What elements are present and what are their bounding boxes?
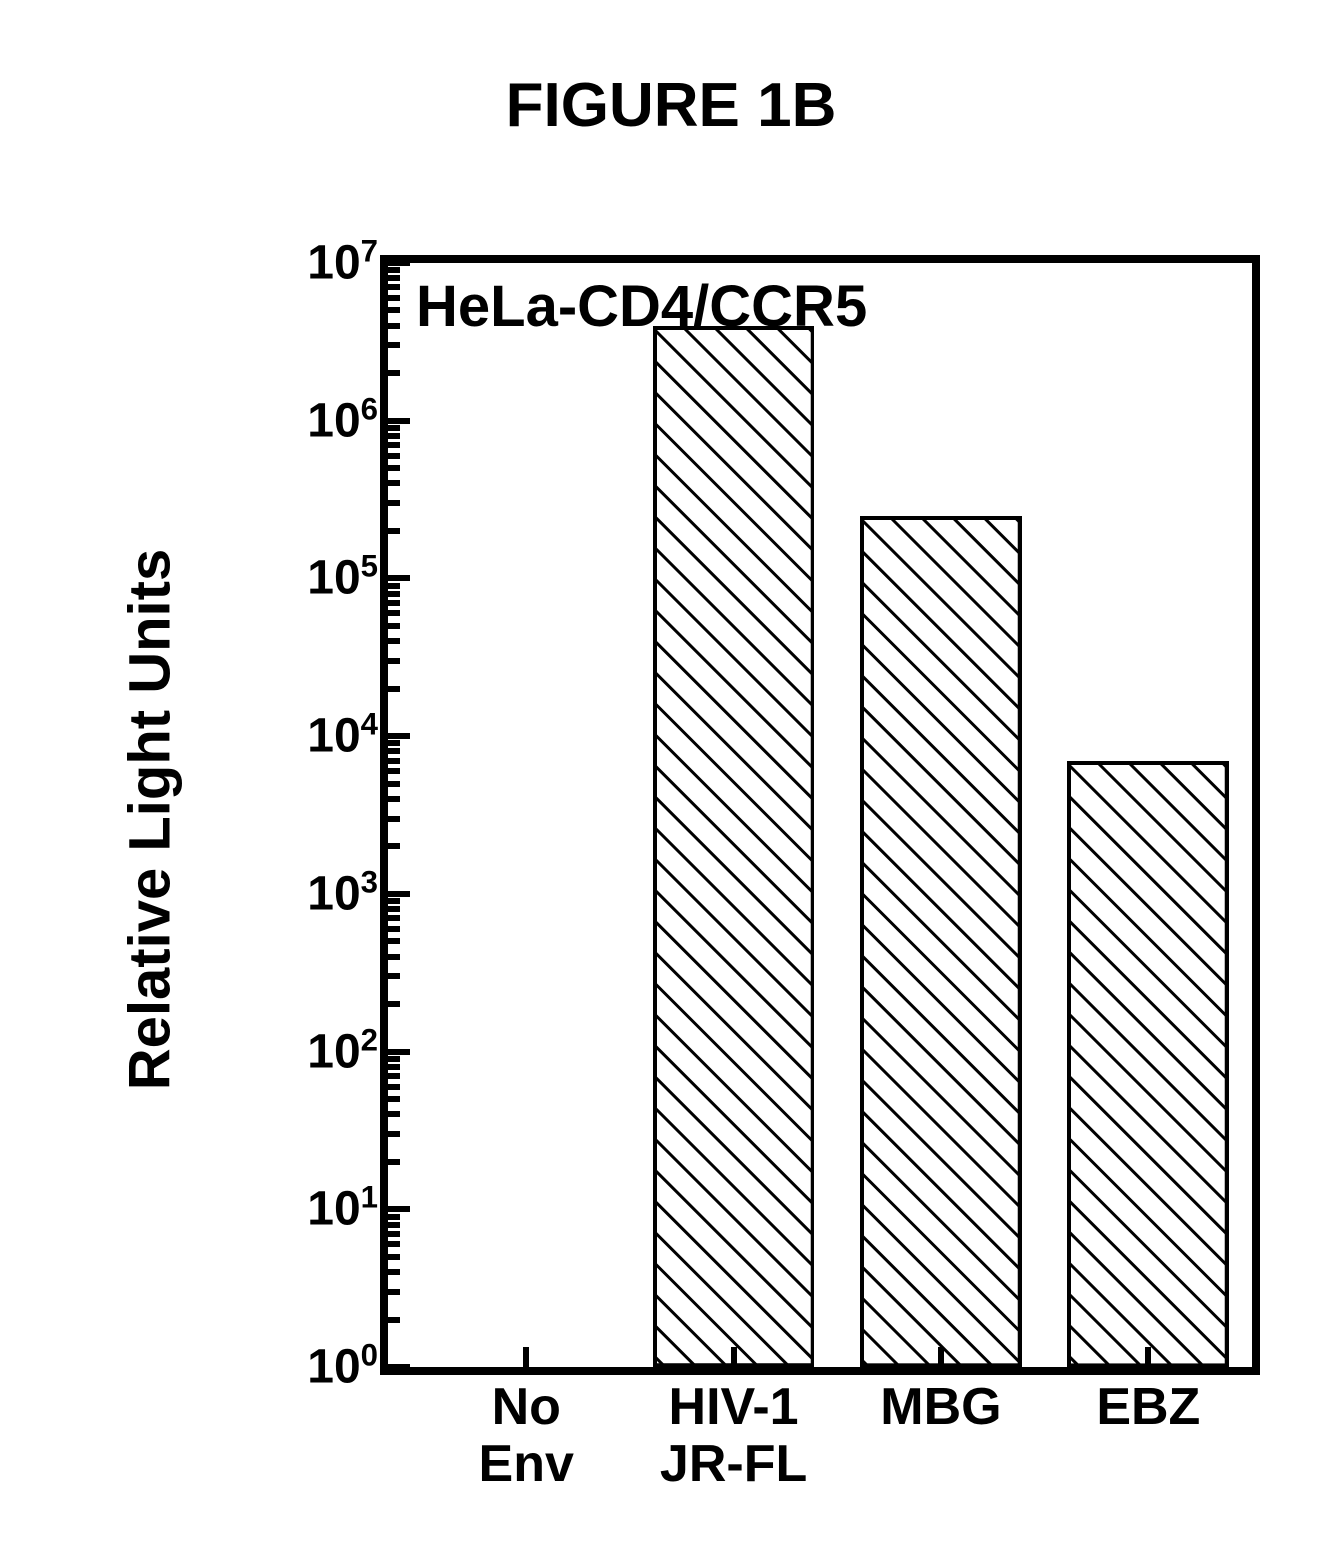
y-tick-label: 105	[307, 551, 388, 606]
y-minor-tick	[388, 1254, 400, 1260]
y-minor-tick	[388, 433, 400, 439]
y-minor-tick	[388, 295, 400, 301]
y-minor-tick	[388, 600, 400, 606]
y-minor-tick	[388, 453, 400, 459]
y-tick-label: 101	[307, 1182, 388, 1237]
x-tick	[523, 1347, 529, 1367]
y-major-tick	[388, 1049, 410, 1055]
y-minor-tick	[388, 1056, 400, 1062]
y-minor-tick	[388, 1241, 400, 1247]
y-minor-tick	[388, 267, 400, 273]
y-minor-tick	[388, 638, 400, 644]
y-minor-tick	[388, 781, 400, 787]
y-tick-label: 100	[307, 1340, 388, 1395]
x-tick	[1145, 1347, 1151, 1367]
y-minor-tick	[388, 528, 400, 534]
y-major-tick	[388, 260, 410, 266]
y-minor-tick	[388, 623, 400, 629]
y-minor-tick	[388, 284, 400, 290]
y-minor-tick	[388, 843, 400, 849]
y-major-tick	[388, 891, 410, 897]
y-major-tick	[388, 575, 410, 581]
y-minor-tick	[388, 1317, 400, 1323]
y-minor-tick	[388, 425, 400, 431]
y-minor-tick	[388, 906, 400, 912]
x-tick-label: EBZ	[1096, 1367, 1200, 1436]
y-minor-tick	[388, 938, 400, 944]
y-minor-tick	[388, 591, 400, 597]
bar	[1067, 761, 1229, 1367]
y-minor-tick	[388, 1214, 400, 1220]
y-minor-tick	[388, 1289, 400, 1295]
y-minor-tick	[388, 342, 400, 348]
y-minor-tick	[388, 1231, 400, 1237]
x-tick-label: No Env	[479, 1367, 574, 1493]
y-minor-tick	[388, 610, 400, 616]
figure-title: FIGURE 1B	[0, 70, 1342, 141]
y-minor-tick	[388, 275, 400, 281]
y-minor-tick	[388, 1001, 400, 1007]
x-tick	[731, 1347, 737, 1367]
bar	[653, 326, 815, 1367]
y-minor-tick	[388, 1222, 400, 1228]
y-minor-tick	[388, 973, 400, 979]
y-minor-tick	[388, 1269, 400, 1275]
y-minor-tick	[388, 1096, 400, 1102]
y-minor-tick	[388, 748, 400, 754]
y-minor-tick	[388, 796, 400, 802]
x-tick	[938, 1347, 944, 1367]
y-minor-tick	[388, 583, 400, 589]
y-major-tick	[388, 1206, 410, 1212]
x-tick-label: HIV-1 JR-FL	[660, 1367, 807, 1493]
y-tick-label: 107	[307, 236, 388, 291]
y-minor-tick	[388, 915, 400, 921]
y-minor-tick	[388, 954, 400, 960]
y-minor-tick	[388, 1131, 400, 1137]
y-minor-tick	[388, 740, 400, 746]
bar	[860, 516, 1022, 1367]
y-minor-tick	[388, 1159, 400, 1165]
y-minor-tick	[388, 686, 400, 692]
y-tick-label: 102	[307, 1024, 388, 1079]
y-tick-label: 104	[307, 709, 388, 764]
y-minor-tick	[388, 1073, 400, 1079]
y-minor-tick	[388, 323, 400, 329]
y-tick-label: 103	[307, 866, 388, 921]
y-major-tick	[388, 418, 410, 424]
plot-area: HeLa-CD4/CCR5 100101102103104105106107No…	[380, 255, 1260, 1375]
y-minor-tick	[388, 370, 400, 376]
y-minor-tick	[388, 1064, 400, 1070]
y-minor-tick	[388, 307, 400, 313]
y-minor-tick	[388, 442, 400, 448]
y-minor-tick	[388, 480, 400, 486]
y-axis-label: Relative Light Units	[117, 260, 184, 1380]
y-tick-label: 106	[307, 393, 388, 448]
y-minor-tick	[388, 500, 400, 506]
y-minor-tick	[388, 816, 400, 822]
y-minor-tick	[388, 465, 400, 471]
y-minor-tick	[388, 898, 400, 904]
y-minor-tick	[388, 758, 400, 764]
y-minor-tick	[388, 658, 400, 664]
y-major-tick	[388, 733, 410, 739]
y-major-tick	[388, 1364, 410, 1370]
y-minor-tick	[388, 1111, 400, 1117]
x-tick-label: MBG	[880, 1367, 1001, 1436]
y-minor-tick	[388, 768, 400, 774]
y-minor-tick	[388, 1084, 400, 1090]
y-minor-tick	[388, 926, 400, 932]
figure-container: FIGURE 1B HeLa-CD4/CCR5 1001011021031041…	[0, 0, 1342, 1567]
